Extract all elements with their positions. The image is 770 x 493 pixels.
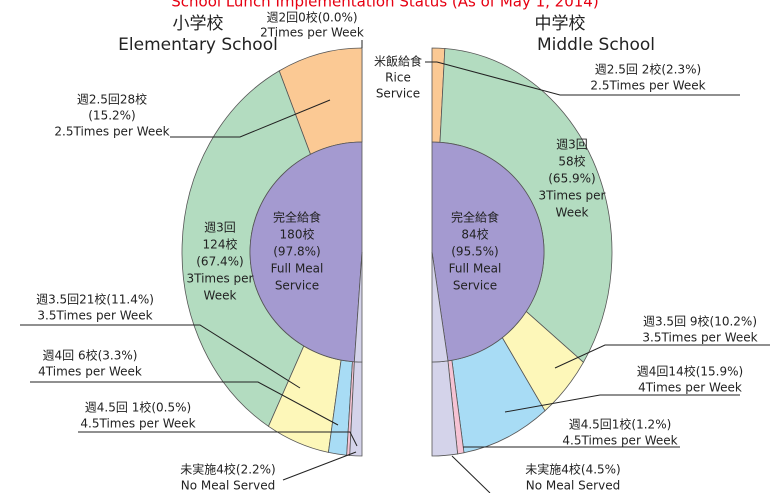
- segment-label: Service: [453, 279, 497, 293]
- segment-label: 4Times per Week: [638, 381, 742, 395]
- segment-label: 週4.5回1校(1.2%): [569, 417, 672, 432]
- segment: [353, 251, 363, 363]
- leader-line: [436, 61, 740, 96]
- segment-label: (97.8%): [273, 245, 320, 259]
- segment-label: (65.9%): [548, 172, 595, 186]
- leader-line: [554, 344, 770, 369]
- segment: [431, 141, 545, 362]
- segment-label: 4.5Times per Week: [80, 417, 195, 431]
- segment-label: 3.5Times per Week: [642, 331, 757, 345]
- chart-subtitle: 中学校: [535, 14, 586, 34]
- segment-label: 週2.5回28校: [77, 92, 147, 107]
- chart-subtitle: Middle School: [537, 35, 655, 55]
- segment-label: 未実施4校(2.2%): [180, 462, 276, 477]
- segment-label: Service: [275, 279, 319, 293]
- segment-label: 2Times per Week: [260, 26, 364, 40]
- segment-label: No Meal Served: [526, 479, 620, 493]
- segment-label: 週3回: [556, 138, 588, 152]
- segment-label: 3Times per: [186, 272, 253, 286]
- segment-label: 週3回: [204, 221, 236, 235]
- segment-label: 4Times per Week: [38, 365, 142, 379]
- segment-label: (95.5%): [451, 245, 498, 259]
- segment-label: Week: [204, 289, 237, 303]
- leader-line: [20, 324, 301, 389]
- segment-label: No Meal Served: [181, 479, 275, 493]
- leader-line: [504, 394, 740, 413]
- segment-label: 週3.5回 9校(10.2%): [643, 314, 757, 329]
- segment-label: (67.4%): [196, 255, 243, 269]
- segment-label: 58校: [558, 154, 585, 169]
- leader-line: [282, 451, 357, 481]
- segment-label: 週2.5回 2校(2.3%): [595, 62, 701, 77]
- note-label: Rice: [385, 71, 411, 85]
- segment-label: 3Times per: [538, 189, 605, 203]
- segment-label: Full Meal: [271, 262, 324, 276]
- segment-label: 84校: [461, 227, 488, 242]
- segment-label: 週3.5回21校(11.4%): [36, 292, 154, 307]
- note-label: 米飯給食: [374, 54, 422, 69]
- chart-subtitle: 小学校: [173, 14, 224, 34]
- segment-label: 2.5Times per Week: [54, 125, 169, 139]
- segment-label: 完全給食: [273, 210, 321, 225]
- segment-label: Week: [556, 206, 589, 220]
- segment-label: 2.5Times per Week: [590, 79, 705, 93]
- leader-line: [170, 99, 331, 138]
- segment-label: 未実施4校(4.5%): [525, 462, 621, 477]
- segment: [431, 251, 449, 363]
- segment-label: (15.2%): [88, 109, 135, 123]
- segment-label: 3.5Times per Week: [37, 309, 152, 323]
- segment-label: 週4回 6校(3.3%): [43, 348, 138, 363]
- segment-label: Full Meal: [449, 262, 502, 276]
- leader-line: [30, 381, 339, 426]
- chart-title: School Lunch Implementation Status (As o…: [171, 0, 598, 11]
- leader-line: [451, 455, 491, 493]
- segment-label: 180校: [280, 227, 315, 242]
- segment-label: 完全給食: [451, 210, 499, 225]
- note-label: Service: [376, 87, 420, 101]
- segment-label: 週2回0校(0.0%): [266, 10, 357, 25]
- segment-label: 週4回14校(15.9%): [637, 364, 743, 379]
- segment-label: 124校: [203, 237, 238, 252]
- segment-label: 週4.5回 1校(0.5%): [85, 400, 191, 415]
- leader-line: [78, 431, 358, 447]
- chart-subtitle: Elementary School: [118, 35, 278, 55]
- segment: [249, 141, 363, 363]
- segment-label: 4.5Times per Week: [562, 434, 677, 448]
